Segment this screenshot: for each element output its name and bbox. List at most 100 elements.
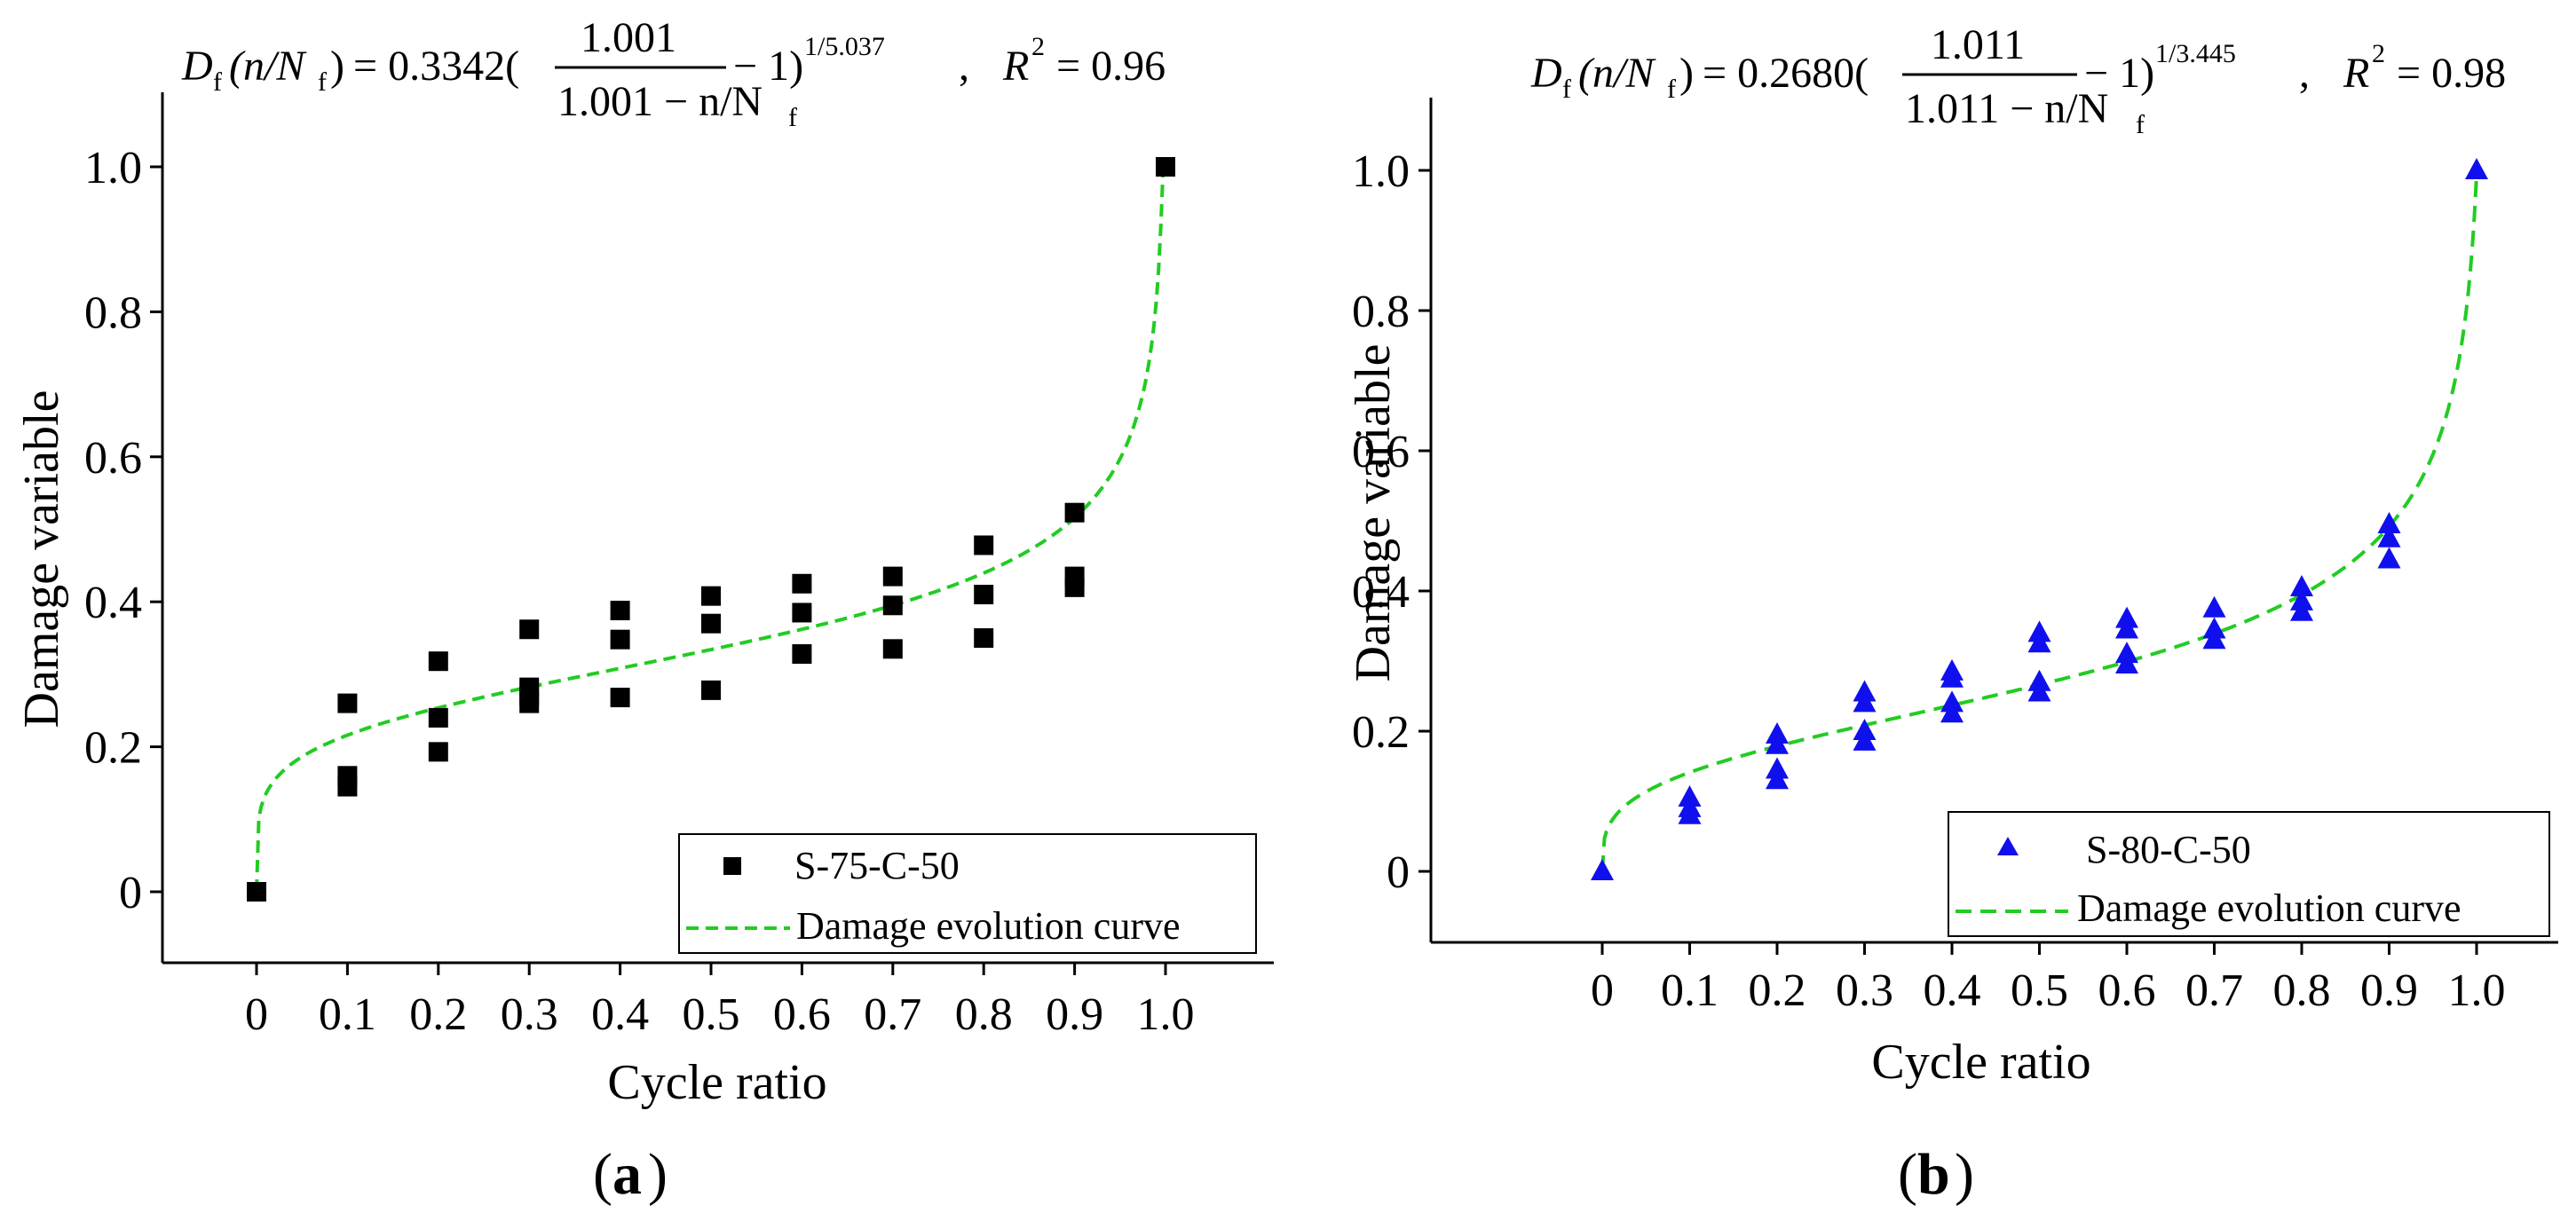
- data-point: [2377, 547, 2401, 569]
- data-markers: [247, 157, 1175, 902]
- data-point: [2290, 575, 2313, 597]
- data-point: [610, 601, 630, 621]
- chart-panel-a: D f (n/N f ) = 0.3342( 1.001 1.001 − n/N…: [14, 14, 1274, 1207]
- data-point: [610, 688, 630, 708]
- formula-d: D: [181, 43, 213, 90]
- panel-label-open: (: [593, 1142, 612, 1207]
- formula-tail: − 1): [2084, 50, 2154, 97]
- legend-series-label: S-80-C-50: [2086, 828, 2251, 871]
- legend-series-label: S-75-C-50: [794, 844, 960, 887]
- data-point: [337, 693, 358, 713]
- x-tick-label: 0.3: [1836, 965, 1893, 1016]
- x-tick-label: 0.8: [2273, 965, 2331, 1016]
- fit-formula-a: D f (n/N f ) = 0.3342( 1.001 1.001 − n/N…: [181, 14, 1166, 132]
- x-ticks: 0 0.1 0.2 0.3 0.4 0.5 0.6 0.7 0.8 0.9 1.0: [245, 963, 1195, 1040]
- formula-coefficient: = 0.2680(: [1703, 50, 1869, 97]
- data-point: [2465, 158, 2488, 179]
- y-tick-label: 0: [1387, 847, 1410, 898]
- formula-denominator-sub: f: [2136, 110, 2145, 139]
- data-point: [792, 603, 812, 623]
- data-point: [610, 629, 630, 650]
- legend: S-75-C-50 Damage evolution curve: [678, 833, 1257, 954]
- formula-args: (n/N: [229, 43, 307, 90]
- formula-r2-value: = 0.96: [1056, 43, 1166, 90]
- y-axis-label: Damage variable: [1346, 344, 1401, 682]
- formula-numerator: 1.011: [1931, 21, 2025, 68]
- data-point: [1853, 690, 1877, 713]
- y-tick-label: 1.0: [1352, 146, 1410, 197]
- data-point: [974, 585, 994, 605]
- data-point: [1940, 666, 1964, 688]
- x-tick-label: 0.6: [2098, 965, 2156, 1016]
- data-markers: [1591, 158, 2488, 880]
- data-point: [882, 595, 903, 616]
- data-point: [428, 707, 448, 728]
- chart-panel-b: D f (n/N f ) = 0.2680( 1.011 1.011 − n/N…: [1346, 21, 2558, 1207]
- data-point: [519, 619, 540, 640]
- formula-denominator: 1.011 − n/N: [1905, 85, 2108, 132]
- data-point: [428, 742, 448, 762]
- x-tick-label: 0.2: [409, 989, 467, 1040]
- x-tick-label: 0.9: [1046, 989, 1103, 1040]
- legend-box: [678, 833, 1257, 954]
- formula-close: ): [1679, 50, 1694, 97]
- x-tick-label: 0.8: [955, 989, 1013, 1040]
- formula-r2-sup: 2: [2372, 39, 2385, 68]
- panel-label-open: (: [1898, 1142, 1917, 1207]
- x-tick-label: 0.5: [2011, 965, 2068, 1016]
- legend-triangle-marker: [1997, 837, 2019, 855]
- formula-d: D: [1530, 50, 1562, 97]
- data-point: [2115, 617, 2138, 639]
- formula-r2-sup: 2: [1031, 32, 1045, 61]
- data-point: [519, 693, 540, 713]
- y-tick-label: 0.8: [84, 287, 142, 338]
- y-tick-label: 0.2: [84, 723, 142, 774]
- x-tick-label: 0: [1591, 965, 1614, 1016]
- y-tick-label: 0.2: [1352, 707, 1410, 758]
- data-point: [882, 639, 903, 659]
- y-ticks: 0 0.2 0.4 0.6 0.8 1.0: [84, 143, 162, 918]
- formula-r2-value: = 0.98: [2397, 50, 2506, 97]
- y-ticks: 0 0.2 0.4 0.6 0.8 1.0: [1352, 146, 1431, 898]
- x-tick-label: 0: [245, 989, 268, 1040]
- x-tick-label: 0.1: [319, 989, 376, 1040]
- data-point: [792, 644, 812, 665]
- x-tick-label: 0.7: [864, 989, 921, 1040]
- data-point: [1766, 768, 1789, 790]
- panel-label: a: [612, 1142, 642, 1207]
- formula-args: (n/N: [1578, 50, 1656, 97]
- data-point: [701, 613, 721, 634]
- data-point: [2027, 631, 2051, 653]
- y-tick-label: 0.6: [1352, 427, 1410, 477]
- panel-label-close: ): [648, 1142, 668, 1207]
- legend-curve-label: Damage evolution curve: [2077, 886, 2461, 930]
- data-point: [2027, 680, 2051, 702]
- data-point: [974, 535, 994, 555]
- data-point: [2377, 525, 2401, 547]
- data-point: [792, 573, 812, 594]
- data-point: [2202, 627, 2226, 650]
- formula-args-sub: f: [1667, 75, 1676, 104]
- y-tick-label: 0: [119, 868, 142, 918]
- x-tick-label: 0.3: [501, 989, 558, 1040]
- x-axis-label: Cycle ratio: [607, 1055, 826, 1110]
- y-tick-label: 0.6: [84, 433, 142, 484]
- formula-exponent: 1/3.445: [2155, 39, 2236, 68]
- x-tick-label: 0.6: [773, 989, 831, 1040]
- data-point: [701, 586, 721, 606]
- y-tick-label: 0.4: [84, 578, 142, 628]
- fit-curve-line: [1600, 175, 2478, 872]
- x-tick-label: 1.0: [1137, 989, 1195, 1040]
- panel-label-close: ): [1955, 1142, 1974, 1207]
- formula-d-sub: f: [1562, 75, 1571, 104]
- data-point: [247, 882, 266, 902]
- x-tick-label: 0.4: [591, 989, 649, 1040]
- y-tick-label: 0.8: [1352, 287, 1410, 337]
- data-point: [1591, 859, 1614, 880]
- x-ticks: 0 0.1 0.2 0.3 0.4 0.5 0.6 0.7 0.8 0.9 1.0: [1591, 942, 2506, 1016]
- y-axis-label: Damage variable: [14, 390, 69, 729]
- formula-separator: ,: [2299, 50, 2310, 97]
- y-tick-label: 1.0: [84, 143, 142, 193]
- formula-separator: ,: [959, 43, 969, 90]
